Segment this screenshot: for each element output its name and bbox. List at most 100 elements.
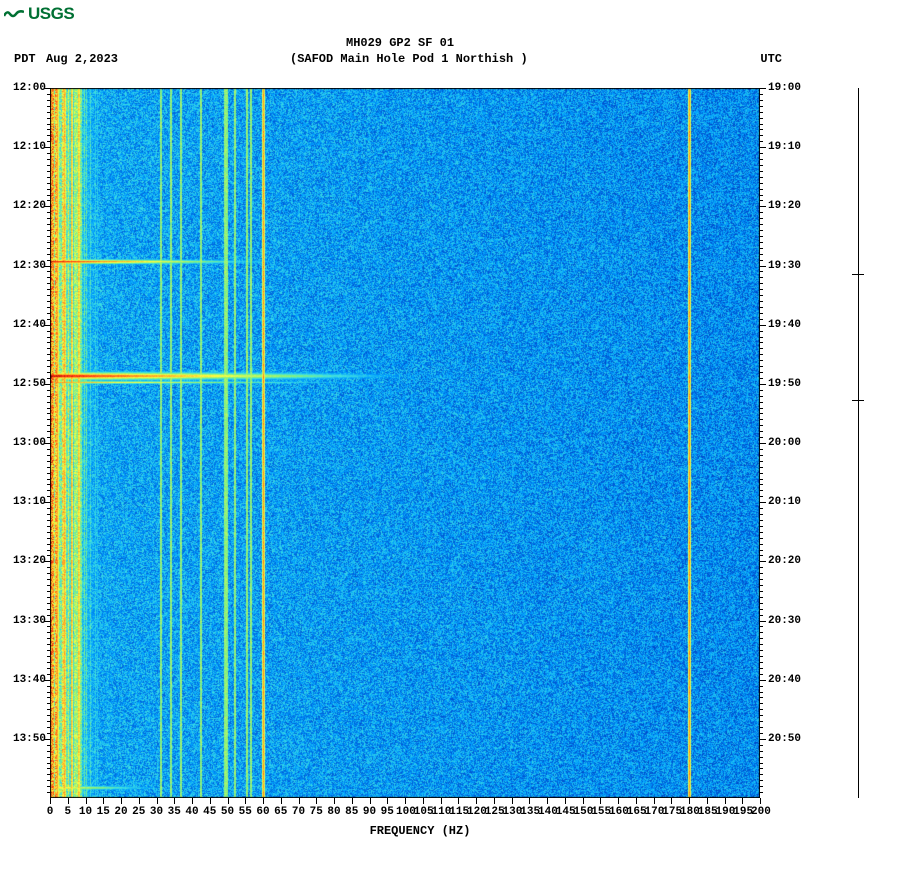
y-minor-tick — [760, 632, 763, 633]
x-tick-label: 125 — [485, 806, 503, 818]
y-minor-tick — [47, 609, 50, 610]
y-minor-tick — [47, 780, 50, 781]
y-minor-tick — [760, 609, 763, 610]
y-minor-tick — [760, 100, 763, 101]
y-minor-tick — [47, 360, 50, 361]
y-minor-tick — [47, 289, 50, 290]
y-minor-tick — [760, 768, 763, 769]
y-minor-tick — [760, 94, 763, 95]
y-left-tick-label: 12:50 — [6, 378, 46, 390]
y-minor-tick — [760, 360, 763, 361]
y-minor-tick — [47, 212, 50, 213]
y-minor-tick — [760, 455, 763, 456]
y-minor-tick — [47, 591, 50, 592]
x-tick-label: 45 — [201, 806, 219, 818]
y-minor-tick — [760, 567, 763, 568]
y-left-tick-label: 12:00 — [6, 82, 46, 94]
y-minor-tick — [47, 550, 50, 551]
y-minor-tick — [760, 757, 763, 758]
x-tick-label: 60 — [254, 806, 272, 818]
y-minor-tick — [760, 425, 763, 426]
y-minor-tick — [760, 224, 763, 225]
y-minor-tick — [47, 106, 50, 107]
x-tick-label: 90 — [361, 806, 379, 818]
y-minor-tick — [47, 165, 50, 166]
y-minor-tick — [47, 425, 50, 426]
y-right-tick-label: 19:00 — [768, 82, 801, 94]
x-tick-label: 10 — [77, 806, 95, 818]
y-minor-tick — [760, 751, 763, 752]
x-tick-mark — [494, 798, 495, 804]
y-minor-tick — [47, 301, 50, 302]
x-tick-mark — [476, 798, 477, 804]
y-minor-tick — [47, 768, 50, 769]
x-tick-mark — [387, 798, 388, 804]
x-tick-mark — [50, 798, 51, 804]
y-minor-tick — [47, 538, 50, 539]
y-minor-tick — [47, 200, 50, 201]
y-minor-tick — [760, 171, 763, 172]
x-tick-mark — [529, 798, 530, 804]
y-minor-tick — [47, 467, 50, 468]
wave-icon — [4, 7, 24, 21]
y-minor-tick — [47, 555, 50, 556]
y-minor-tick — [47, 585, 50, 586]
x-tick-label: 100 — [396, 806, 414, 818]
x-tick-mark — [103, 798, 104, 804]
y-minor-tick — [760, 550, 763, 551]
x-tick-label: 35 — [165, 806, 183, 818]
y-minor-tick — [47, 567, 50, 568]
y-minor-tick — [760, 348, 763, 349]
x-tick-mark — [263, 798, 264, 804]
chart-title-line1: MH029 GP2 SF 01 — [346, 36, 454, 50]
y-minor-tick — [760, 526, 763, 527]
y-minor-tick — [760, 396, 763, 397]
y-minor-tick — [47, 118, 50, 119]
x-tick-label: 135 — [520, 806, 538, 818]
y-minor-tick — [47, 348, 50, 349]
y-minor-tick — [47, 751, 50, 752]
y-minor-tick — [760, 354, 763, 355]
y-minor-tick — [760, 295, 763, 296]
y-minor-tick — [47, 626, 50, 627]
x-tick-mark — [174, 798, 175, 804]
y-minor-tick — [760, 461, 763, 462]
y-minor-tick — [760, 366, 763, 367]
y-minor-tick — [760, 703, 763, 704]
y-major-tick — [44, 88, 50, 89]
y-minor-tick — [760, 709, 763, 710]
y-major-tick — [44, 384, 50, 385]
y-minor-tick — [47, 615, 50, 616]
y-minor-tick — [47, 313, 50, 314]
y-minor-tick — [760, 555, 763, 556]
y-minor-tick — [47, 183, 50, 184]
y-minor-tick — [47, 763, 50, 764]
y-minor-tick — [760, 129, 763, 130]
y-major-tick — [760, 266, 766, 267]
x-tick-label: 150 — [574, 806, 592, 818]
y-minor-tick — [47, 727, 50, 728]
y-minor-tick — [47, 573, 50, 574]
y-left-tick-label: 12:30 — [6, 260, 46, 272]
y-minor-tick — [760, 112, 763, 113]
y-minor-tick — [760, 189, 763, 190]
y-minor-tick — [47, 283, 50, 284]
y-minor-tick — [760, 118, 763, 119]
y-minor-tick — [760, 342, 763, 343]
y-minor-tick — [47, 715, 50, 716]
y-right-tick-label: 20:30 — [768, 615, 801, 627]
y-minor-tick — [47, 461, 50, 462]
y-minor-tick — [760, 337, 763, 338]
x-tick-mark — [636, 798, 637, 804]
y-minor-tick — [760, 514, 763, 515]
y-minor-tick — [760, 289, 763, 290]
y-minor-tick — [47, 597, 50, 598]
y-minor-tick — [47, 721, 50, 722]
y-minor-tick — [760, 591, 763, 592]
x-tick-label: 80 — [325, 806, 343, 818]
y-minor-tick — [760, 792, 763, 793]
y-minor-tick — [47, 159, 50, 160]
y-minor-tick — [47, 697, 50, 698]
y-minor-tick — [760, 597, 763, 598]
y-major-tick — [760, 88, 766, 89]
